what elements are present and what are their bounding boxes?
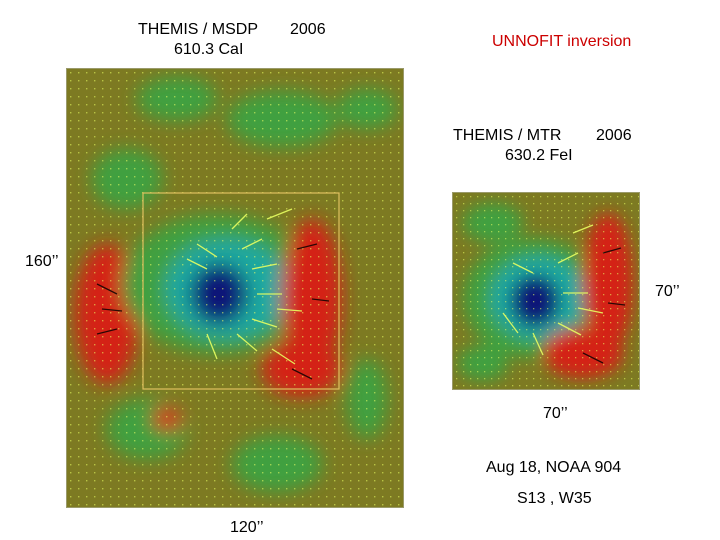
left-width-scale: 120’’ bbox=[230, 519, 264, 536]
left-magnetogram bbox=[66, 68, 404, 508]
vector-grid bbox=[67, 69, 403, 507]
left-height-scale: 160’’ bbox=[25, 253, 59, 270]
left-magnetogram-image bbox=[67, 69, 403, 507]
right-spectral-line: 630.2 FeI bbox=[505, 147, 573, 164]
inversion-label: UNNOFIT inversion bbox=[492, 33, 632, 50]
right-magnetogram bbox=[452, 192, 640, 390]
zoom-region-box bbox=[142, 192, 340, 390]
right-instrument-title: THEMIS / MTR bbox=[453, 127, 562, 144]
field-vectors bbox=[186, 208, 303, 365]
left-instrument-title: THEMIS / MSDP bbox=[138, 21, 259, 38]
observation-date-region: Aug 18, NOAA 904 bbox=[486, 459, 622, 476]
right-width-scale: 70’’ bbox=[543, 405, 568, 422]
observation-coordinates: S13 , W35 bbox=[517, 490, 592, 507]
right-year: 2006 bbox=[596, 127, 632, 144]
right-magnetogram-image bbox=[453, 193, 639, 389]
left-spectral-line: 610.3 CaI bbox=[174, 41, 244, 58]
left-year: 2006 bbox=[290, 21, 326, 38]
right-height-scale: 70’’ bbox=[655, 283, 680, 300]
